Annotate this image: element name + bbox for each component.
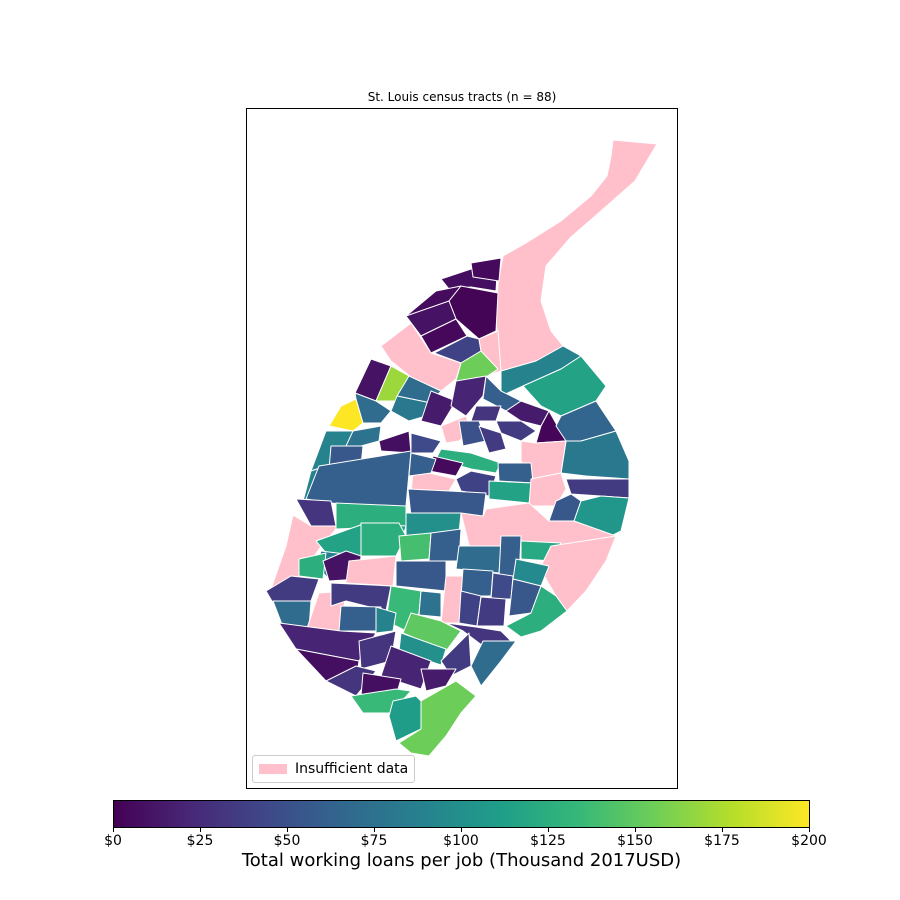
colorbar-tick [722, 828, 723, 832]
tract [398, 632, 447, 666]
colorbar-tick [635, 828, 636, 832]
tract [338, 605, 382, 632]
colorbar-tick [113, 828, 114, 832]
tract [488, 480, 534, 504]
tract [410, 432, 442, 454]
tract [470, 405, 502, 422]
tract [265, 575, 320, 604]
colorbar-tick [287, 828, 288, 832]
colorbar-tick [374, 828, 375, 832]
colorbar [113, 800, 810, 828]
legend-swatch-no-data [259, 764, 287, 774]
colorbar-tick-label: $0 [104, 833, 122, 849]
colorbar-tick-label: $200 [791, 833, 827, 849]
tract-no-data [270, 514, 337, 590]
tract [497, 462, 534, 484]
choropleth-map [265, 139, 658, 757]
tract [505, 585, 568, 638]
tract [378, 430, 412, 454]
tract [478, 425, 507, 454]
colorbar-tick-label: $50 [273, 833, 301, 849]
tract [470, 640, 517, 687]
tract [407, 488, 487, 517]
tract [476, 596, 507, 627]
tract [390, 395, 432, 422]
tract [565, 478, 630, 499]
tract [428, 528, 462, 562]
tract [450, 375, 487, 417]
tract [328, 398, 364, 432]
colorbar-tick [548, 828, 549, 832]
tract [345, 425, 382, 447]
colorbar-tick [461, 828, 462, 832]
tract [402, 612, 462, 652]
tract [490, 572, 514, 600]
colorbar-tick-label: $150 [617, 833, 653, 849]
tract [375, 606, 397, 634]
colorbar-ticks: $0 $25 $50 $75 $100 $125 $150 $175 $200 [104, 828, 827, 858]
tract [298, 552, 327, 580]
colorbar-tick-label: $75 [360, 833, 388, 849]
colorbar-tick-label: $25 [186, 833, 214, 849]
map-frame [246, 108, 678, 789]
tract [354, 392, 392, 424]
legend-label: Insufficient data [295, 761, 409, 777]
tract [470, 257, 502, 282]
tract [330, 582, 392, 612]
tract [395, 560, 447, 592]
colorbar-tick-label: $125 [530, 833, 566, 849]
tract [408, 452, 437, 477]
colorbar-tick [809, 828, 810, 832]
tract-no-data [345, 555, 397, 587]
colorbar-label: Total working loans per job (Thousand 20… [241, 850, 682, 871]
tract [560, 430, 630, 480]
tract [398, 680, 477, 757]
colorbar-tick-label: $175 [704, 833, 740, 849]
tract [455, 350, 499, 382]
tract [495, 420, 537, 442]
tract-no-data [528, 472, 567, 507]
tract [420, 668, 457, 692]
map-legend: Insufficient data [252, 755, 416, 783]
tract [418, 590, 442, 618]
colorbar-tick [200, 828, 201, 832]
map-title: St. Louis census tracts (n = 88) [367, 90, 557, 104]
tract-no-data [495, 139, 658, 372]
colorbar-tick-label: $100 [443, 833, 479, 849]
tract [398, 532, 432, 562]
